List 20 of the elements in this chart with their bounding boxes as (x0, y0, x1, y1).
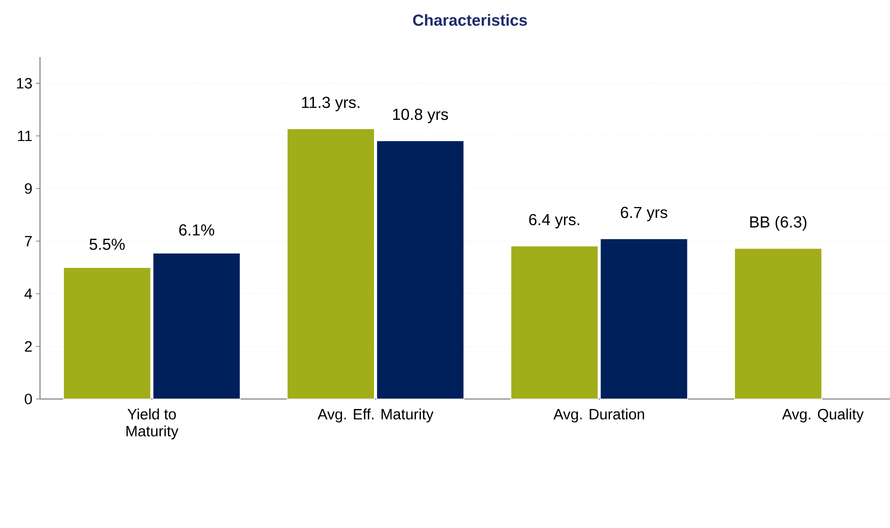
y-tick-label: 9 (24, 183, 32, 194)
data-label: 6.1% (179, 224, 214, 236)
x-tick-label: Avg. Eff. Maturity (318, 408, 434, 422)
x-tick-label: Avg. Quality (782, 408, 864, 422)
y-tick-label: 2 (24, 341, 32, 352)
data-label: 5.5% (90, 238, 125, 250)
bar (734, 248, 822, 400)
data-label: BB (6.3) (750, 216, 806, 231)
x-tick-label: Yield to Maturity (126, 408, 178, 440)
data-label: 11.3 yrs. (302, 96, 360, 112)
data-label: 6.4 yrs. (529, 214, 580, 228)
y-tick-label: 13 (17, 78, 32, 89)
y-tick-label: 0 (24, 394, 32, 404)
y-tick-label: 7 (24, 236, 32, 246)
data-label: 10.8 yrs (393, 108, 448, 124)
y-tick-label: 4 (24, 288, 32, 299)
data-label: 6.7 yrs (620, 206, 668, 222)
chart-title: Characteristics (413, 14, 527, 26)
x-tick-label: Avg. Duration (553, 408, 644, 422)
y-tick-label: 11 (18, 130, 32, 142)
